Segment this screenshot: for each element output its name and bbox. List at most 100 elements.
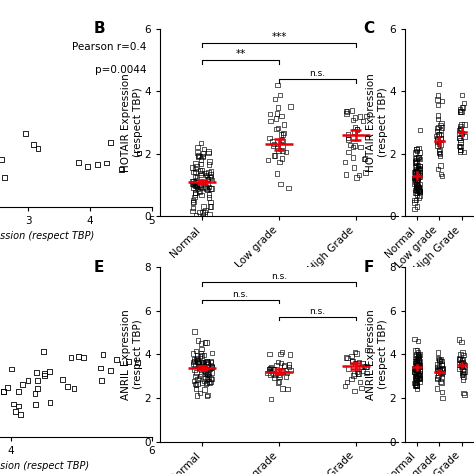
Point <box>414 173 422 180</box>
Point <box>435 101 442 109</box>
Point <box>412 182 420 190</box>
Point <box>285 184 292 192</box>
Point <box>410 168 418 176</box>
Point <box>457 359 465 366</box>
Point <box>359 117 366 125</box>
Point <box>205 183 213 191</box>
Point <box>279 142 286 149</box>
Point <box>199 153 207 161</box>
Point <box>194 143 201 151</box>
Point <box>414 367 422 375</box>
Point <box>458 362 466 370</box>
Point <box>412 173 419 181</box>
Point <box>414 362 421 370</box>
Point <box>192 176 200 183</box>
Point <box>458 338 465 346</box>
Point <box>209 369 216 376</box>
Point <box>200 363 208 370</box>
Point <box>413 367 421 374</box>
Point <box>433 360 441 367</box>
Point <box>281 362 288 369</box>
Point <box>415 154 422 161</box>
Point <box>0 388 8 396</box>
Point <box>456 355 463 362</box>
Point <box>412 363 419 371</box>
Point <box>415 153 422 161</box>
Point <box>414 337 422 345</box>
Point <box>360 155 368 163</box>
Point <box>458 130 466 137</box>
Point <box>266 117 274 125</box>
Point <box>438 361 446 369</box>
Point <box>412 189 419 196</box>
Point <box>34 377 41 384</box>
Point <box>277 181 284 188</box>
Point <box>461 133 468 140</box>
Point <box>0 388 8 395</box>
Point <box>190 168 197 176</box>
Point <box>190 178 197 185</box>
Point <box>434 375 441 383</box>
Point <box>203 185 210 192</box>
Point <box>191 182 199 190</box>
Point <box>457 136 465 144</box>
Point <box>193 380 201 387</box>
Point <box>411 186 419 193</box>
Point <box>433 135 441 143</box>
Point <box>197 183 204 191</box>
Point <box>415 352 422 360</box>
Point <box>414 354 422 361</box>
Point <box>67 354 75 362</box>
Point <box>191 361 199 369</box>
Point <box>412 346 419 354</box>
Point <box>345 365 353 373</box>
Point <box>438 374 445 381</box>
Point <box>204 359 212 367</box>
Point <box>413 167 421 174</box>
Point <box>415 355 423 363</box>
Point <box>351 142 359 149</box>
Point <box>433 132 440 140</box>
Point <box>461 362 468 369</box>
Point <box>34 145 42 152</box>
Point <box>189 358 197 366</box>
Point <box>414 164 422 172</box>
Point <box>192 385 200 392</box>
Point <box>275 377 283 385</box>
Point <box>415 356 422 364</box>
Point <box>279 367 287 374</box>
Point <box>202 369 210 377</box>
Point <box>456 351 464 358</box>
Point <box>416 363 424 370</box>
Point <box>193 182 201 190</box>
Point <box>359 360 366 367</box>
Point <box>438 365 446 373</box>
Point <box>266 367 273 374</box>
Point <box>0 174 8 182</box>
Point <box>191 381 199 388</box>
Point <box>190 360 197 368</box>
Point <box>457 363 465 371</box>
Point <box>277 350 284 358</box>
Point <box>414 360 422 368</box>
Point <box>433 385 441 392</box>
Point <box>456 356 464 364</box>
Point <box>193 355 201 363</box>
Point <box>207 202 215 210</box>
Point <box>416 186 423 194</box>
Point <box>70 385 78 392</box>
Point <box>434 374 441 382</box>
Point <box>191 165 199 173</box>
Y-axis label: ANRIL Expression
(respect TBP): ANRIL Expression (respect TBP) <box>121 309 143 400</box>
Point <box>80 354 88 362</box>
Point <box>195 364 203 372</box>
Point <box>461 368 468 375</box>
Point <box>265 365 273 373</box>
Point <box>279 147 286 155</box>
Point <box>412 149 419 156</box>
Point <box>271 95 279 103</box>
Point <box>414 349 422 356</box>
Point <box>413 145 420 153</box>
Point <box>204 180 211 187</box>
Point <box>198 339 205 347</box>
